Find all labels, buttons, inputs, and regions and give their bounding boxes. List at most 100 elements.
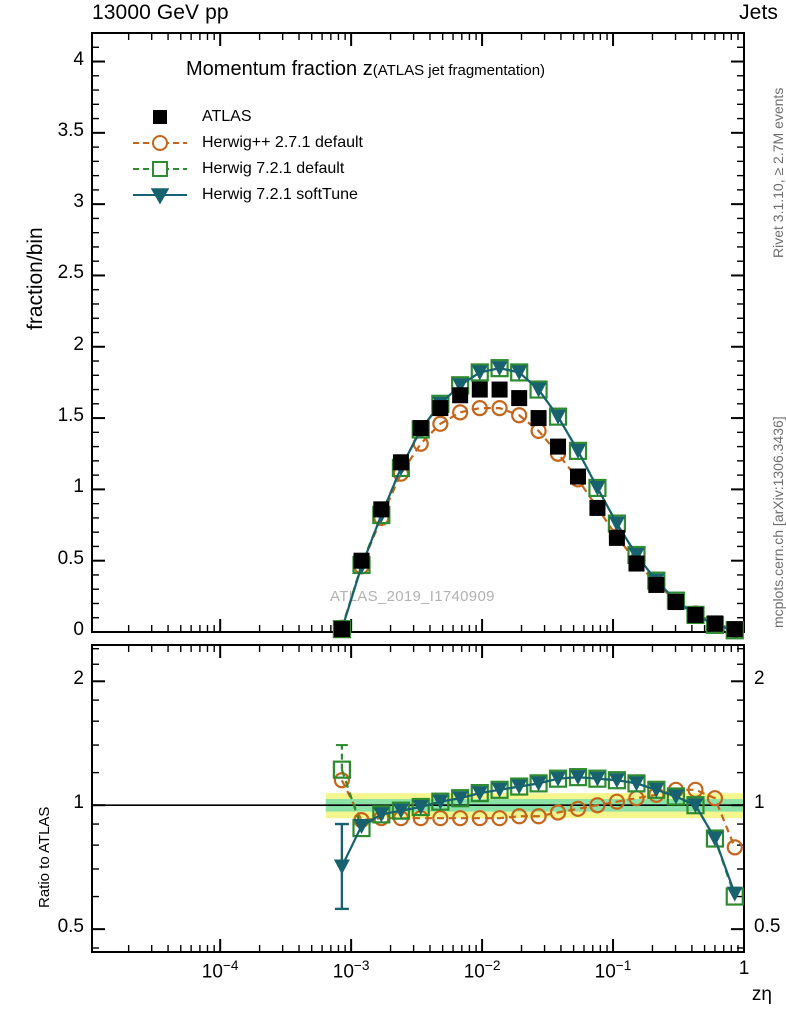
legend-item-atlas[interactable]: ATLAS [132,104,363,130]
data-marker [491,782,508,798]
tick-label: 2 [73,333,84,355]
beam-energy-label: 13000 GeV pp [92,1,229,24]
data-marker [667,789,684,805]
data-marker [491,361,508,377]
data-marker [667,594,684,611]
data-marker [373,501,390,518]
tick-label: 2 [73,668,84,690]
tick-label: 1.5 [57,405,84,427]
data-line [340,367,736,632]
data-marker [353,552,370,569]
data-marker [726,839,743,856]
tick-label: 3 [73,191,84,213]
data-marker [491,810,508,827]
data-marker [452,378,469,394]
tick-label: 2 [754,668,765,690]
data-marker [530,382,547,398]
legend-key-filled-square-icon [132,106,188,128]
tick-label: 1 [73,476,84,498]
data-marker [706,615,723,632]
x-axis-label: zη [751,984,772,1005]
data-marker [608,529,625,546]
data-marker [550,409,567,425]
x-tick-label: 10−2 [463,958,501,983]
legend-item-herwigpp[interactable]: Herwig++ 2.7.1 default [132,130,363,156]
data-marker [687,606,704,623]
plot-title: Momentum fraction z(ATLAS jet fragmentat… [186,58,545,81]
data-marker [530,808,547,825]
data-marker [491,381,508,398]
data-marker [530,776,547,792]
data-marker [452,404,469,421]
data-marker [471,399,488,417]
data-marker [608,516,625,532]
data-marker [550,438,567,455]
data-marker [569,800,587,817]
data-marker [726,621,743,638]
data-marker [452,791,469,807]
data-marker [648,782,665,798]
legend-key-filled-triangle-icon [132,184,188,206]
data-marker [491,399,508,417]
data-marker [373,807,390,823]
data-marker [333,772,350,789]
data-marker [706,790,724,807]
data-marker [471,381,488,398]
legend-key-open-square-icon [132,158,188,180]
data-marker [432,810,449,827]
main-panel-frame [91,32,745,633]
data-marker [412,800,429,816]
data-marker [648,576,665,593]
data-marker [511,808,528,825]
data-marker [687,798,704,814]
data-marker [589,771,606,787]
data-marker [471,810,488,827]
data-marker [412,420,429,437]
data-marker [706,831,723,847]
data-marker [589,797,606,814]
data-marker [628,547,645,563]
plot-title-paren: (ATLAS jet fragmentation) [372,62,546,79]
legend-label-atlas: ATLAS [202,108,252,125]
x-tick-label: 10−3 [332,958,370,983]
data-marker [471,786,488,802]
tick-label: 0.5 [57,916,84,938]
tick-label: 1 [754,792,765,814]
ratio-panel-frame [91,644,745,953]
data-marker [511,779,528,795]
data-line [340,367,736,632]
tick-label: 0.5 [57,547,84,569]
data-marker [392,803,409,819]
data-marker [570,770,587,786]
tick-label: 0 [73,619,84,640]
data-marker [550,771,567,787]
legend-key-open-circle-icon [132,132,188,154]
x-tick-label: 10−4 [201,958,239,983]
data-marker [608,793,625,810]
data-marker [353,819,370,835]
tick-label: 1 [73,792,84,814]
data-marker [432,794,449,810]
data-marker [392,454,409,471]
tick-label: 0.5 [754,916,781,938]
data-marker [589,480,606,496]
data-marker [511,365,528,381]
data-line [340,406,736,631]
ratio-series-herwig-7-2-1-softtune [333,770,743,902]
data-marker [511,407,528,424]
analysis-category-label: Jets [739,1,778,24]
x-tick-label: 1 [738,958,750,979]
data-marker [332,760,351,779]
legend-item-herwig721[interactable]: Herwig 7.2.1 default [132,156,363,182]
legend-label-herwigpp: Herwig++ 2.7.1 default [202,134,363,151]
data-marker [608,773,625,789]
legend-label-herwig721: Herwig 7.2.1 default [202,160,345,177]
data-marker [570,468,587,485]
legend-label-softtune: Herwig 7.2.1 softTune [202,186,358,203]
legend-item-softtune[interactable]: Herwig 7.2.1 softTune [132,182,363,208]
data-marker [628,555,645,572]
data-marker [452,387,469,404]
data-marker [333,621,350,638]
data-marker [432,400,449,417]
